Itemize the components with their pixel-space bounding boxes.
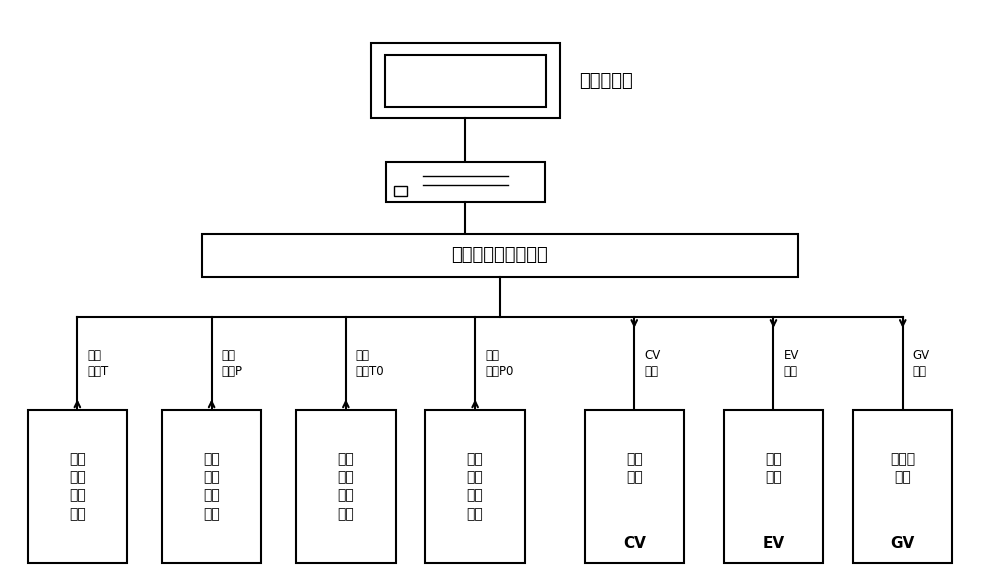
FancyBboxPatch shape [853,410,952,563]
Text: 有功
功率
采集
单元: 有功 功率 采集 单元 [203,452,220,521]
FancyBboxPatch shape [394,186,407,196]
Text: 温度
指令T0: 温度 指令T0 [356,349,384,378]
Text: 有功
功率P: 有功 功率P [222,349,243,378]
Text: 主蒸汽
阀门: 主蒸汽 阀门 [890,452,915,484]
Text: CV
指令: CV 指令 [644,349,660,378]
FancyBboxPatch shape [28,410,127,563]
FancyBboxPatch shape [202,234,798,277]
FancyBboxPatch shape [371,43,560,118]
Text: GV: GV [891,536,915,550]
Text: CV: CV [623,536,646,550]
FancyBboxPatch shape [296,410,396,563]
Text: EV: EV [762,536,785,550]
Text: 低压
阀门: 低压 阀门 [626,452,643,484]
Text: GV
指令: GV 指令 [913,349,930,378]
Text: 负荷
指令P0: 负荷 指令P0 [485,349,513,378]
FancyBboxPatch shape [425,410,525,563]
Text: 供热
温度
采集
单元: 供热 温度 采集 单元 [337,452,354,521]
Text: 供水
温度T: 供水 温度T [87,349,109,378]
FancyBboxPatch shape [162,410,261,563]
Text: 数据采集及输出单元: 数据采集及输出单元 [452,247,548,265]
Text: 供热
阀门: 供热 阀门 [765,452,782,484]
FancyBboxPatch shape [385,55,546,107]
Text: 供水
温度
采集
单元: 供水 温度 采集 单元 [69,452,86,521]
FancyBboxPatch shape [386,161,545,202]
Text: 现场
负荷
采集
单元: 现场 负荷 采集 单元 [467,452,484,521]
FancyBboxPatch shape [724,410,823,563]
FancyBboxPatch shape [585,410,684,563]
Text: 主控计算机: 主控计算机 [580,72,633,90]
Text: EV
指令: EV 指令 [783,349,799,378]
